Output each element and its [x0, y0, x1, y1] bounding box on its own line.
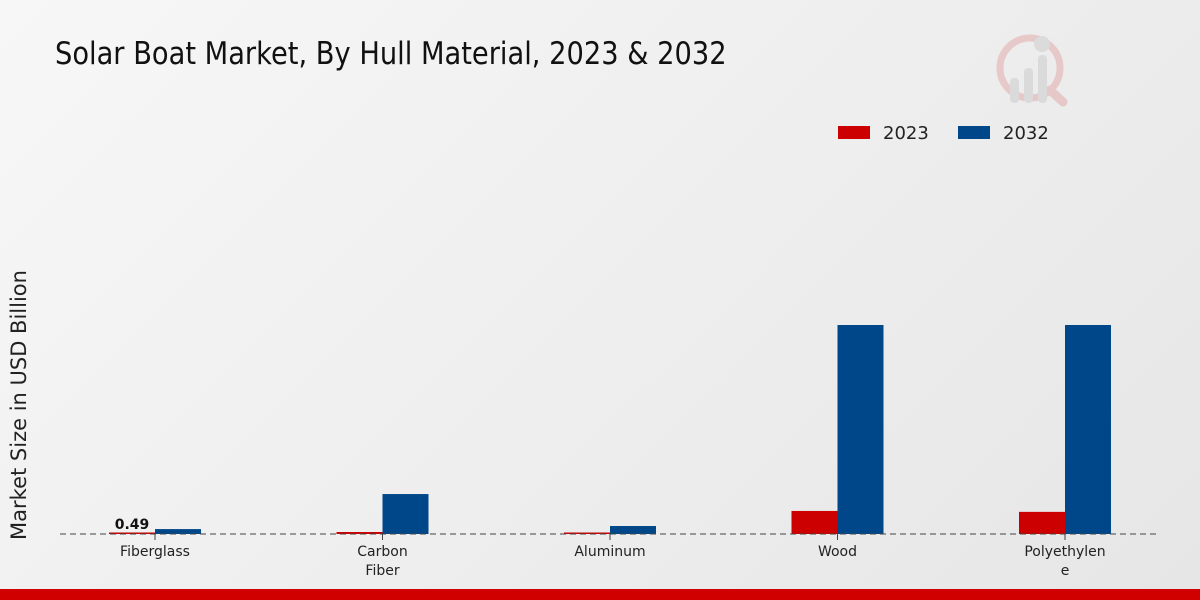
bar-2032-1: [382, 494, 429, 534]
y-axis-label: Market Size in USD Billion: [7, 270, 31, 540]
bar-2032-2: [610, 526, 656, 534]
bar-2032-3: [837, 325, 884, 534]
x-tick-label: Fiberglass: [120, 544, 190, 560]
x-tick-label: e: [1061, 563, 1070, 579]
legend-label-2032: 2032: [1003, 123, 1049, 144]
x-tick-label: Carbon: [357, 544, 407, 560]
bottom-accent-bar: [0, 589, 1200, 600]
bar-2032-0: [155, 529, 201, 534]
bar-2023-3: [791, 510, 838, 534]
x-tick-label: Fiber: [365, 563, 399, 579]
bar-2023-0: [109, 532, 155, 534]
x-tick-label: Wood: [818, 544, 857, 560]
bar-2023-1: [336, 532, 383, 534]
legend-swatch-2023: [838, 126, 870, 139]
bar-2023-2: [564, 532, 610, 534]
watermark-logo-icon: [996, 34, 1068, 107]
data-label: 0.49: [115, 517, 150, 533]
bar-2032-4: [1065, 325, 1111, 534]
bar-2023-4: [1019, 511, 1065, 534]
chart-title: Solar Boat Market, By Hull Material, 202…: [55, 36, 727, 72]
x-tick-label: Aluminum: [574, 544, 645, 560]
x-tick-label: Polyethylen: [1024, 544, 1105, 560]
legend-label-2023: 2023: [883, 123, 929, 144]
legend-swatch-2032: [958, 126, 990, 139]
